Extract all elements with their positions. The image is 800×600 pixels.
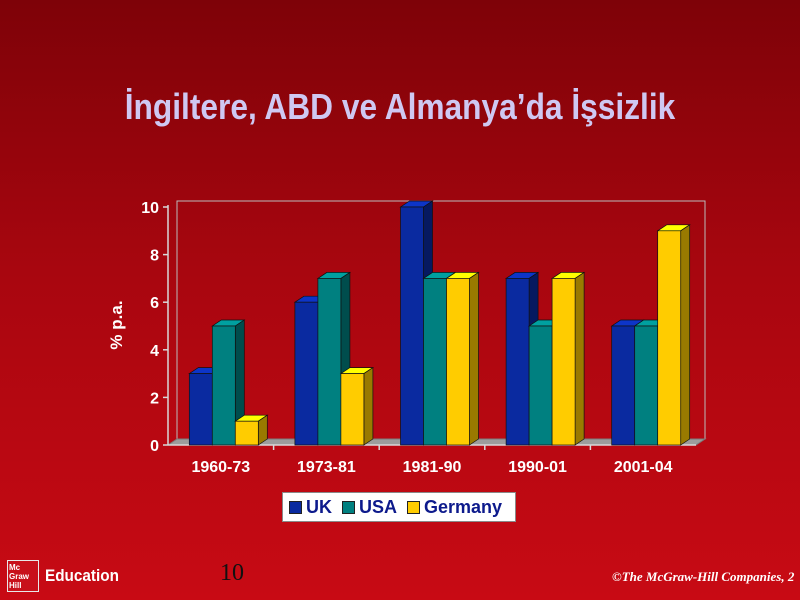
legend-item-uk: UK bbox=[289, 497, 332, 518]
bars bbox=[188, 200, 691, 446]
logo-word: Education bbox=[45, 566, 119, 585]
y-tick-label: 8 bbox=[150, 248, 159, 265]
bar-side-face bbox=[469, 271, 479, 446]
slide-title: İngiltere, ABD ve Almanya’da İşsizlik bbox=[124, 86, 676, 127]
bar-side-face bbox=[680, 224, 691, 446]
bar-front-face bbox=[211, 325, 236, 446]
legend: UK USA Germany bbox=[282, 492, 516, 522]
y-tick-label: 4 bbox=[150, 343, 159, 360]
bar-front-face bbox=[340, 373, 365, 446]
y-tick-label: 6 bbox=[150, 295, 159, 312]
bar-front-face bbox=[528, 325, 553, 446]
bar-front-face bbox=[446, 278, 470, 446]
bar-front-face bbox=[505, 278, 530, 446]
legend-item-germany: Germany bbox=[407, 497, 502, 518]
bar-side-face bbox=[363, 366, 374, 446]
bar bbox=[550, 271, 586, 446]
x-tick-label: 1973-81 bbox=[297, 459, 356, 476]
page-number: 10 bbox=[220, 560, 244, 586]
y-tick-label: 0 bbox=[150, 438, 159, 455]
bar-front-face bbox=[234, 420, 259, 446]
bar-front-face bbox=[188, 373, 213, 446]
legend-swatch-usa bbox=[342, 500, 355, 514]
x-tick-label: 1960-73 bbox=[191, 459, 250, 476]
logo-line: Graw bbox=[9, 571, 30, 581]
logo-line: Hill bbox=[9, 580, 22, 590]
legend-label-uk: UK bbox=[306, 496, 332, 517]
legend-label-germany: Germany bbox=[424, 496, 503, 517]
bar bbox=[656, 224, 691, 446]
bar-front-face bbox=[294, 301, 319, 446]
bar-front-face bbox=[657, 230, 682, 446]
x-tick-label: 1981-90 bbox=[403, 459, 462, 476]
bar bbox=[339, 366, 375, 446]
x-tick-label: 1990-01 bbox=[508, 459, 567, 476]
copyright-notice: ©The McGraw-Hill Companies, 2 bbox=[612, 569, 795, 584]
bar bbox=[211, 319, 246, 446]
x-axis: 1960-73 1973-81 1981-90 1990-01 2001-04 bbox=[191, 445, 673, 476]
bar-front-face bbox=[317, 278, 342, 446]
legend-item-usa: USA bbox=[342, 497, 397, 518]
bar-front-face bbox=[634, 325, 659, 446]
logo-line: Mc bbox=[9, 562, 21, 572]
legend-swatch-uk bbox=[289, 500, 302, 514]
legend-label-usa: USA bbox=[359, 496, 398, 517]
legend-swatch-germany bbox=[407, 500, 421, 514]
x-tick-label: 2001-04 bbox=[614, 459, 673, 476]
y-tick-label: 10 bbox=[141, 200, 159, 217]
y-axis-label: % p.a. bbox=[107, 300, 126, 349]
bar-front-face bbox=[611, 325, 636, 446]
bar-front-face bbox=[423, 278, 447, 446]
bar bbox=[445, 271, 480, 446]
bar-front-face bbox=[400, 206, 424, 446]
y-tick-label: 2 bbox=[150, 390, 159, 407]
logo-box: Mc Graw Hill bbox=[7, 560, 39, 592]
y-axis: 0 2 4 6 8 10 bbox=[141, 200, 168, 455]
bar-side-face bbox=[574, 271, 585, 446]
mcgraw-hill-logo: Mc Graw Hill Education bbox=[7, 560, 127, 592]
bar bbox=[234, 414, 269, 446]
bar-front-face bbox=[551, 278, 576, 446]
